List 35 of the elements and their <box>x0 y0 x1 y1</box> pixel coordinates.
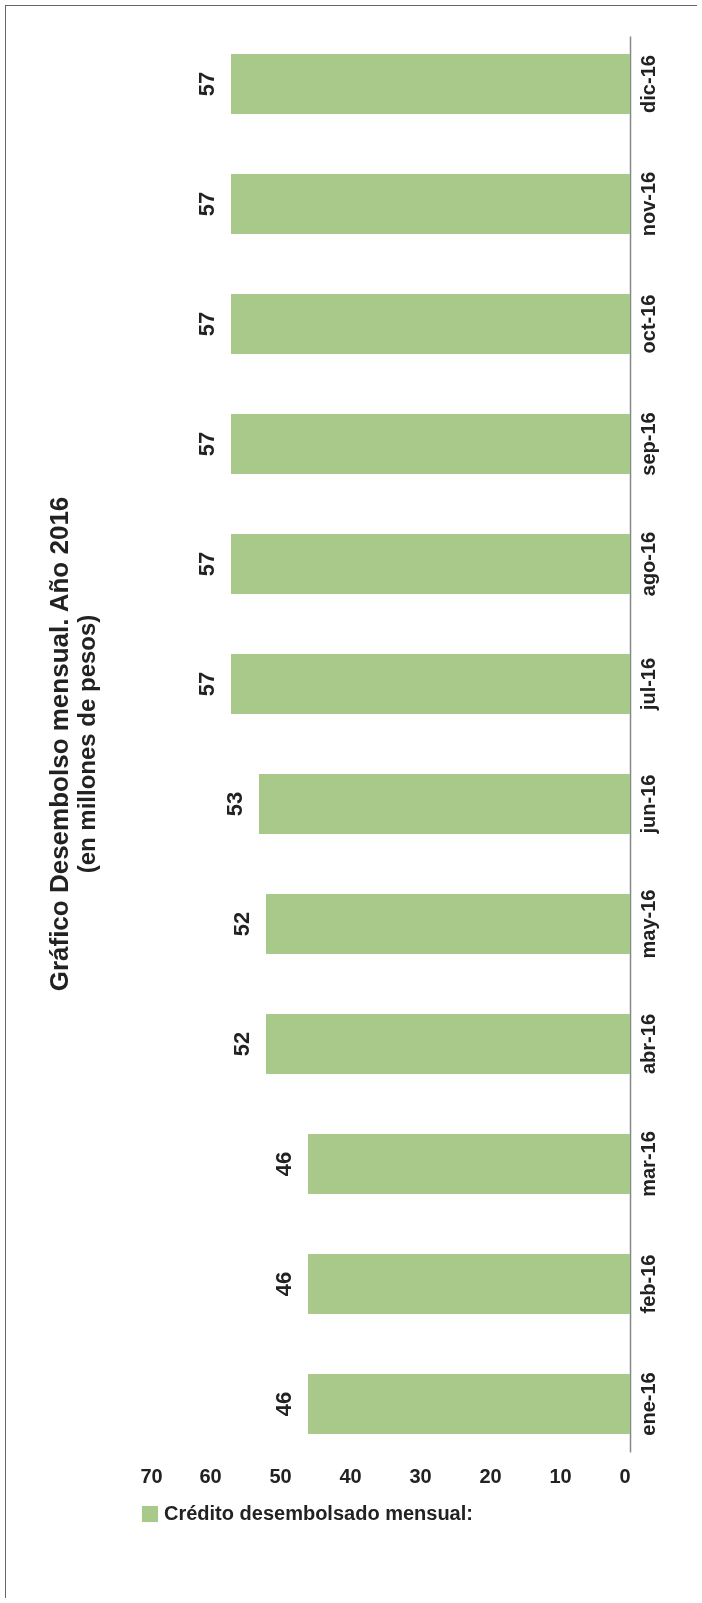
x-tick-label: 10 <box>549 1464 572 1487</box>
y-tick-label: sep-16 <box>636 412 659 476</box>
text: Gráfico Desembolso mensual. Año 2016 <box>44 496 74 992</box>
data-label: 52 <box>229 911 254 937</box>
data-label: 46 <box>271 1271 296 1297</box>
x-tick-label: 40 <box>339 1464 362 1487</box>
y-tick-label: oct-16 <box>636 294 659 354</box>
x-tick-label: 70 <box>140 1464 163 1487</box>
data-label: 57 <box>194 431 219 457</box>
text: (en millones de pesos) <box>73 614 100 874</box>
data-label: 57 <box>194 671 219 697</box>
legend-label: Crédito desembolsado mensual: <box>164 1502 473 1524</box>
x-tick-label: 0 <box>619 1464 631 1487</box>
data-label: 57 <box>194 191 219 217</box>
y-tick-label: abr-16 <box>636 1013 659 1075</box>
data-label: 52 <box>229 1031 254 1057</box>
data-label: 46 <box>271 1151 296 1177</box>
data-label: 57 <box>194 551 219 577</box>
data-label: 57 <box>194 71 219 97</box>
x-tick-label: 30 <box>409 1464 432 1487</box>
data-label: 57 <box>194 311 219 337</box>
x-tick-label: 50 <box>269 1464 292 1487</box>
y-tick-label: mar-16 <box>636 1131 659 1197</box>
y-tick-label: feb-16 <box>636 1254 659 1314</box>
y-tick-label: dic-16 <box>636 55 659 113</box>
x-tick-label: 20 <box>479 1464 502 1487</box>
y-tick-label: ago-16 <box>636 531 659 597</box>
y-tick-label: jul-16 <box>636 657 659 712</box>
y-tick-label: may-16 <box>636 889 659 959</box>
data-label: 46 <box>271 1391 296 1417</box>
data-label: 53 <box>222 791 247 817</box>
y-tick-label: jun-16 <box>636 774 659 835</box>
x-tick-label: 60 <box>199 1464 222 1487</box>
y-tick-label: ene-16 <box>636 1372 659 1436</box>
y-tick-label: nov-16 <box>636 171 659 237</box>
